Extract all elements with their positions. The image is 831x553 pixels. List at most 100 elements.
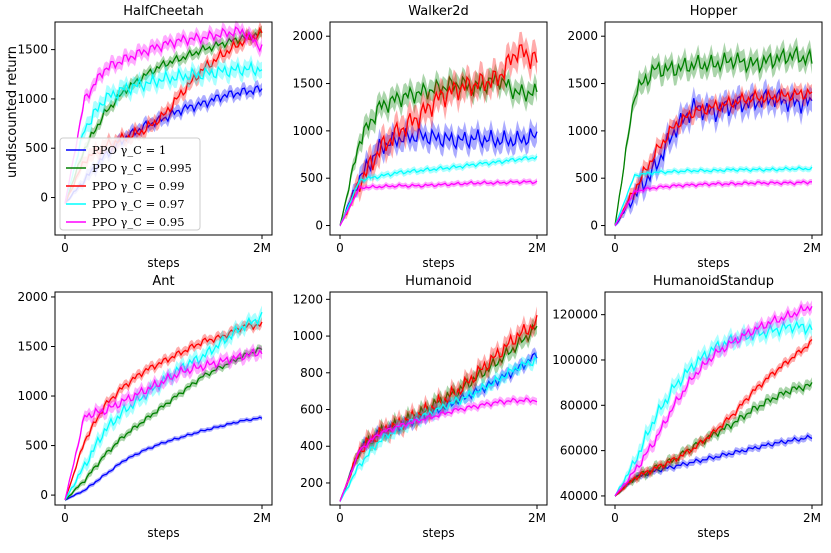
series-band	[65, 80, 262, 205]
y-tick-label: 1500	[567, 77, 598, 91]
y-tick-label: 200	[300, 476, 323, 490]
legend-label: PPO γ_C = 0.95	[92, 215, 185, 229]
series-line	[64, 416, 263, 501]
x-tick-label: 0	[336, 511, 344, 525]
series-band	[340, 116, 537, 227]
panel-humanoid: Humanoid 200 400 600 800 1000 1200 0 2M steps	[292, 274, 548, 540]
y-tick-label: 0	[40, 191, 48, 205]
chart-title: Walker2d	[408, 4, 469, 19]
plot-frame	[329, 21, 548, 236]
series-line	[339, 314, 538, 502]
plot-frame	[329, 291, 548, 506]
series-band	[615, 164, 812, 227]
plot-frame	[604, 291, 823, 506]
series-line	[339, 397, 538, 502]
plot-frame	[604, 21, 823, 236]
x-tick-label: 2M	[528, 511, 546, 525]
series-line	[614, 88, 813, 226]
y-tick-label: 500	[300, 171, 323, 185]
legend-label: PPO γ_C = 1	[92, 143, 166, 157]
x-tick-label: 0	[611, 511, 619, 525]
x-tick-label: 0	[336, 241, 344, 255]
y-tick-label: 100000	[552, 353, 598, 367]
series-line	[64, 311, 263, 501]
y-tick-label: 500	[575, 171, 598, 185]
y-tick-label: 1500	[17, 339, 48, 353]
x-axis-label: steps	[422, 526, 454, 540]
y-tick-label: 1500	[292, 77, 323, 91]
y-tick-label: 800	[300, 366, 323, 380]
y-tick-label: 1000	[17, 92, 48, 106]
series-line	[339, 155, 538, 226]
legend-label: PPO γ_C = 0.99	[92, 179, 185, 193]
x-axis-label: steps	[147, 256, 179, 270]
series-line	[339, 44, 538, 226]
panel-halfcheetah: HalfCheetah 0 500 1000 1500 0 2M steps	[17, 4, 273, 270]
series-line	[614, 87, 813, 226]
series-line	[614, 303, 813, 497]
series-line	[64, 347, 263, 501]
y-tick-label: 1000	[17, 389, 48, 403]
x-tick-label: 2M	[803, 241, 821, 255]
series-band	[65, 414, 262, 502]
x-tick-label: 0	[611, 241, 619, 255]
series-line	[339, 124, 538, 226]
y-tick-label: 0	[40, 488, 48, 502]
y-tick-label: 80000	[560, 398, 598, 412]
series-line	[614, 320, 813, 497]
series-band	[340, 306, 537, 503]
series-line	[64, 60, 263, 204]
y-tick-label: 0	[315, 219, 323, 233]
y-tick-label: 2000	[292, 29, 323, 43]
chart-title: Ant	[152, 274, 174, 289]
series-band	[340, 178, 537, 227]
legend-label: PPO γ_C = 0.995	[92, 161, 192, 175]
y-tick-label: 500	[25, 439, 48, 453]
x-tick-label: 0	[61, 241, 69, 255]
x-axis-label: steps	[697, 526, 729, 540]
x-axis-label: steps	[697, 256, 729, 270]
x-axis-label: steps	[422, 256, 454, 270]
series-line	[64, 321, 263, 501]
series-band	[65, 317, 262, 502]
y-tick-label: 2000	[567, 29, 598, 43]
series-line	[614, 45, 813, 226]
chart-title: Hopper	[690, 4, 738, 19]
series-line	[614, 339, 813, 497]
series-band	[615, 432, 812, 498]
series-line	[339, 71, 538, 226]
y-tick-label: 400	[300, 439, 323, 453]
plot-frame	[54, 291, 273, 506]
series-band	[615, 335, 812, 498]
chart-title: HumanoidStandup	[653, 274, 774, 289]
x-tick-label: 2M	[253, 241, 271, 255]
y-tick-label: 60000	[560, 444, 598, 458]
series-line	[339, 323, 538, 502]
series-band	[65, 21, 262, 205]
panel-hopper: Hopper 0 500 1000 1500 2000 0 2M steps	[567, 4, 823, 270]
x-tick-label: 2M	[803, 511, 821, 525]
legend-box	[59, 137, 201, 231]
y-tick-label: 0	[590, 219, 598, 233]
series-band	[615, 37, 812, 227]
y-tick-label: 1000	[292, 124, 323, 138]
legend-label: PPO γ_C = 0.97	[92, 197, 185, 211]
chart-title: Humanoid	[405, 274, 472, 289]
legend: PPO γ_C = 1 PPO γ_C = 0.995 PPO γ_C = 0.99…	[59, 137, 201, 231]
x-axis-label: steps	[147, 526, 179, 540]
y-tick-label: 600	[300, 403, 323, 417]
y-tick-label: 500	[25, 141, 48, 155]
panel-humanoidstandup: HumanoidStandup 40000 60000 80000 100000 1200…	[552, 274, 823, 540]
series-band	[65, 305, 262, 502]
x-tick-label: 2M	[528, 241, 546, 255]
panel-walker2d: Walker2d 0 500 1000 1500 2000 0 2M steps	[292, 4, 548, 270]
series-band	[340, 31, 537, 227]
series-line	[614, 382, 813, 497]
y-tick-label: 40000	[560, 489, 598, 503]
y-tick-label: 1200	[292, 292, 323, 306]
series-line	[64, 26, 263, 204]
y-tick-label: 2000	[17, 290, 48, 304]
panel-ant: Ant 0 500 1000 1500 2000 0 2M steps	[17, 274, 273, 540]
y-tick-label: 120000	[552, 308, 598, 322]
